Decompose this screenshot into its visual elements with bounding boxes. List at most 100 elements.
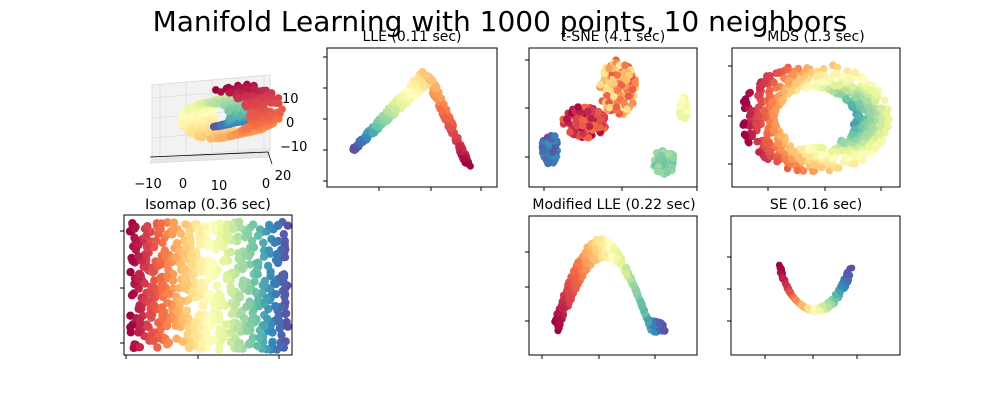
isomap-point [257, 288, 267, 298]
isomap-point [244, 229, 253, 239]
swiss-roll-point [241, 93, 250, 101]
isomap-point [238, 264, 247, 274]
se-panel [727, 215, 901, 359]
tsne-point [539, 147, 548, 156]
tsne-point [653, 167, 662, 176]
isomap-point [277, 330, 286, 340]
isomap-point [266, 223, 276, 232]
isomap-point [126, 323, 135, 332]
mds-points [739, 61, 893, 176]
isomap-point [157, 219, 166, 228]
isomap-point [279, 230, 288, 239]
mds-point [742, 132, 750, 140]
isomap-point [188, 271, 197, 280]
mds-point [774, 139, 782, 147]
mds-point [772, 106, 780, 114]
swiss-roll-point [177, 111, 186, 120]
lle-point [397, 92, 405, 100]
isomap-point [239, 313, 249, 323]
isomap-point [208, 259, 217, 268]
tsne-point [610, 92, 618, 100]
isomap-point [172, 334, 181, 343]
isomap-point [128, 256, 137, 266]
se-point [846, 271, 854, 279]
mds-point [777, 132, 785, 141]
isomap-point [266, 271, 275, 281]
tsne-point [615, 61, 624, 70]
tsne-point [545, 158, 553, 166]
isomap-point [185, 337, 194, 346]
mds-point [817, 143, 825, 152]
tsne-point [665, 150, 673, 158]
isomap-point [235, 291, 244, 300]
mds-point [804, 81, 812, 90]
tsne-point [603, 92, 611, 100]
tsne-point [616, 95, 625, 104]
isomap-point [185, 230, 194, 239]
lle-points [349, 67, 474, 170]
isomap-point [135, 269, 144, 279]
swiss-y-tick-label: 20 [275, 169, 292, 184]
modified-lle-point [594, 237, 602, 245]
mds-point [875, 129, 883, 138]
isomap-point [127, 291, 137, 300]
tsne-point [680, 114, 689, 122]
mds-point [841, 153, 850, 161]
isomap-point [264, 246, 274, 255]
isomap-point [243, 326, 252, 336]
se-point [848, 264, 856, 272]
isomap-point [195, 310, 204, 319]
isomap-point [147, 263, 156, 273]
isomap-point [131, 245, 141, 255]
tsne-point [574, 103, 582, 111]
tsne-point [622, 76, 631, 85]
mds-point [770, 112, 778, 120]
se-point [792, 296, 800, 304]
lle-point [397, 99, 405, 107]
isomap-point [161, 253, 170, 262]
mds-point [763, 129, 771, 138]
tsne-point [596, 80, 605, 89]
modified-lle-point [640, 307, 648, 315]
isomap-point [249, 243, 259, 252]
isomap-point [214, 310, 224, 319]
mds-point [745, 122, 754, 130]
mds-point [792, 79, 800, 87]
modified-lle-point [570, 277, 579, 285]
isomap-point [172, 239, 182, 248]
mds-point [833, 63, 842, 72]
modified-lle-point [565, 280, 573, 288]
isomap-point [134, 284, 143, 293]
isomap-point [241, 251, 250, 260]
se-points [775, 261, 856, 316]
tsne-title: t-SNE (4.1 sec) [561, 29, 665, 45]
swiss-z-tick-label: −10 [280, 140, 307, 155]
tsne-point [628, 85, 637, 94]
mds-point [813, 72, 821, 80]
isomap-point [229, 224, 238, 233]
modified-lle-point [637, 298, 645, 306]
swiss-x-tick-label: −10 [134, 177, 161, 192]
se-point [844, 277, 851, 285]
modified-lle-point [630, 281, 638, 289]
mds-point [862, 96, 871, 105]
modified-lle-point [565, 299, 573, 307]
lle-point [393, 106, 401, 114]
lle-point [448, 124, 456, 132]
se-axes-frame [730, 215, 901, 356]
mds-panel [728, 47, 901, 191]
se-point [815, 306, 823, 314]
isomap-point [249, 220, 258, 229]
swiss-x-tick-label: 10 [211, 179, 228, 194]
tsne-point [600, 69, 609, 78]
mds-point [817, 151, 825, 159]
isomap-point [253, 341, 262, 351]
tsne-point [624, 92, 633, 100]
swiss-y-tick-label: 0 [262, 177, 270, 192]
isomap-point [149, 336, 158, 345]
isomap-point [187, 260, 196, 270]
swiss-roll-point [241, 101, 249, 109]
isomap-point [168, 276, 178, 285]
modified-lle-panel [525, 215, 698, 359]
